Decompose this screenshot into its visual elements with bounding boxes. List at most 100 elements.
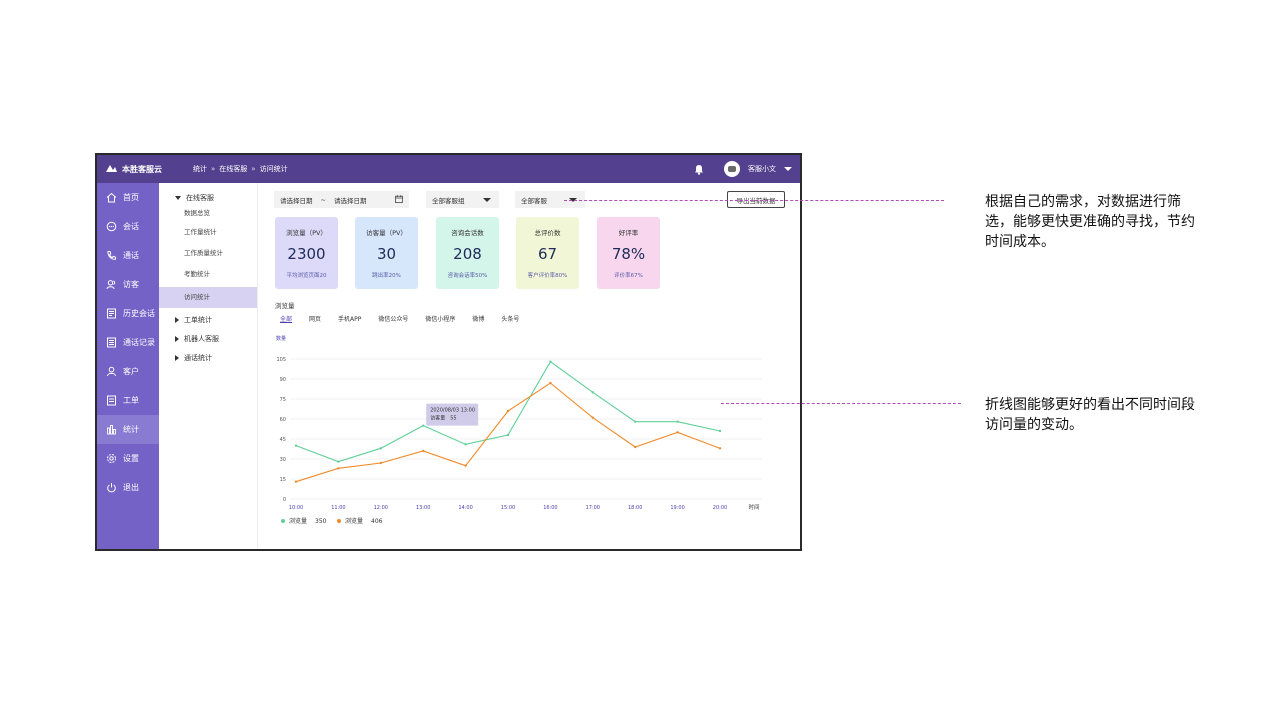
data-point	[464, 443, 467, 446]
top-bar: 本胜客服云 统计 » 在线客服 » 访问统计 客服小文	[97, 155, 800, 183]
sub-navigation: 在线客服 数据总览 工作量统计 工作质量统计 考勤统计 访问统计 工单统计 机器…	[159, 183, 258, 549]
bar-chart-icon	[107, 425, 116, 435]
logo[interactable]: 本胜客服云	[105, 164, 185, 175]
date-end-input[interactable]: 请选择日期	[333, 196, 367, 205]
history-icon	[107, 308, 116, 319]
power-icon	[107, 483, 116, 493]
stat-card-sub: 平均浏览页面20	[286, 273, 327, 279]
phone-icon	[107, 251, 116, 260]
customer-icon	[107, 366, 116, 377]
legend-label: 浏览量	[345, 517, 363, 525]
subnav-item-attendance[interactable]: 考勤统计	[184, 270, 210, 278]
sidebar-item-stats[interactable]: 统计	[97, 415, 159, 444]
subnav-group-online[interactable]: 在线客服	[159, 189, 257, 207]
group-select-value: 全部客服组	[432, 196, 465, 205]
data-point	[379, 447, 382, 450]
sidebar-item-visitors[interactable]: 访客	[97, 270, 159, 299]
tab-app[interactable]: 手机APP	[338, 316, 362, 323]
sidebar-item-label: 历史会话	[123, 309, 155, 318]
sidebar-item-label: 客户	[123, 367, 139, 376]
subnav-item-visits[interactable]: 访问统计	[159, 287, 257, 308]
data-point	[676, 431, 679, 434]
subnav-group-label: 通话统计	[184, 353, 212, 362]
stat-card-title: 好评率	[618, 229, 639, 237]
date-range-separator: ~	[320, 195, 326, 204]
sidebar-item-call[interactable]: 通话	[97, 241, 159, 270]
app-window: 本胜客服云 统计 » 在线客服 » 访问统计 客服小文 首页	[95, 153, 802, 551]
sidebar-item-ticket[interactable]: 工单	[97, 386, 159, 415]
x-axis-label: 时间	[748, 503, 759, 511]
tooltip-value: 55	[450, 416, 456, 422]
tab-weibo[interactable]: 微博	[472, 316, 485, 323]
subnav-group-robot[interactable]: 机器人客服	[159, 329, 257, 348]
x-tick-label: 10:00	[289, 505, 303, 511]
y-tick-label: 75	[280, 397, 286, 403]
subnav-item-overview[interactable]: 数据总览	[184, 209, 210, 217]
stat-card-title: 总评价数	[534, 229, 561, 237]
sidebar-item-label: 通话记录	[123, 338, 155, 347]
bell-icon[interactable]	[694, 164, 704, 175]
sidebar: 首页 会话 通话 访客 历史会话 通话记录 客户 工单	[97, 183, 159, 549]
chart-section-title: 浏览量	[275, 302, 295, 310]
data-point	[422, 449, 425, 453]
group-select[interactable]: 全部客服组	[426, 191, 499, 208]
subnav-item-workload[interactable]: 工作量统计	[184, 228, 217, 236]
y-tick-label: 60	[280, 417, 286, 423]
x-tick-label: 17:00	[586, 505, 600, 511]
legend-marker	[281, 519, 285, 523]
tab-wechat-official[interactable]: 微信公众号	[378, 316, 409, 323]
tooltip-time: 2020/08/03 13:00	[430, 408, 475, 414]
data-point	[591, 416, 594, 419]
data-point	[506, 433, 510, 437]
subnav-group-call[interactable]: 通话统计	[159, 348, 257, 367]
date-range-picker[interactable]: 请选择日期 ~ 请选择日期	[274, 191, 409, 208]
chart-tooltip	[426, 403, 479, 426]
sidebar-item-history[interactable]: 历史会话	[97, 299, 159, 328]
chat-icon	[106, 221, 117, 232]
caret-down-icon	[175, 196, 181, 200]
date-start-input[interactable]: 请选择日期	[280, 196, 313, 205]
sidebar-item-home[interactable]: 首页	[97, 183, 159, 212]
caret-right-icon	[175, 354, 179, 361]
tab-toutiao[interactable]: 头条号	[501, 316, 520, 323]
logo-text: 本胜客服云	[122, 164, 162, 174]
sidebar-item-customer[interactable]: 客户	[97, 357, 159, 386]
y-tick-label: 90	[280, 377, 286, 383]
sidebar-item-chat[interactable]: 会话	[97, 212, 159, 241]
breadcrumb-current: 访问统计	[259, 165, 288, 173]
sidebar-item-settings[interactable]: 设置	[97, 444, 159, 473]
ticket-icon	[107, 395, 116, 406]
calendar-icon[interactable]	[395, 195, 403, 203]
x-tick-label: 16:00	[543, 505, 557, 511]
avatar[interactable]	[724, 161, 740, 177]
subnav-item-quality[interactable]: 工作质量统计	[184, 249, 223, 257]
stat-card-title: 浏览量（PV）	[286, 229, 327, 237]
chevron-down-icon	[483, 198, 491, 202]
annotation-chart-note: 折线图能够更好的看出不同时间段访问量的变动。	[985, 397, 1195, 433]
sidebar-item-call-log[interactable]: 通话记录	[97, 328, 159, 357]
y-tick-label: 0	[283, 497, 286, 503]
tab-all[interactable]: 全部	[280, 316, 293, 323]
data-point	[506, 409, 510, 413]
stat-card-reviews: 总评价数 67 客户评价率80%	[516, 217, 579, 289]
stat-card-sub: 客户评价率80%	[527, 273, 568, 279]
data-point	[634, 445, 637, 449]
sidebar-item-logout[interactable]: 退出	[97, 473, 159, 502]
chevron-down-icon[interactable]	[784, 166, 792, 172]
x-tick-label: 11:00	[331, 505, 345, 511]
data-point	[634, 420, 637, 423]
tab-wechat-mini[interactable]: 微信小程序	[425, 316, 456, 323]
main-content: 请选择日期 ~ 请选择日期 全部客服组 全部客服 导出当前数据 浏览量（PV） …	[259, 183, 800, 549]
data-point	[422, 424, 425, 427]
breadcrumb-item[interactable]: 在线客服	[219, 165, 248, 173]
user-name[interactable]: 客服小文	[748, 165, 776, 173]
breadcrumb-item[interactable]: 统计	[193, 165, 207, 173]
subnav-group-ticket[interactable]: 工单统计	[159, 310, 257, 329]
data-point	[294, 480, 298, 483]
visitors-icon	[106, 280, 116, 290]
legend-marker	[337, 519, 341, 523]
x-tick-label: 12:00	[374, 505, 388, 511]
line-chart: 数量 0 15 30 45 60 75 90 105 10:00 11:00 12:00 13:00 14…	[276, 335, 762, 525]
tab-web[interactable]: 网页	[309, 316, 322, 323]
data-point	[379, 461, 382, 465]
